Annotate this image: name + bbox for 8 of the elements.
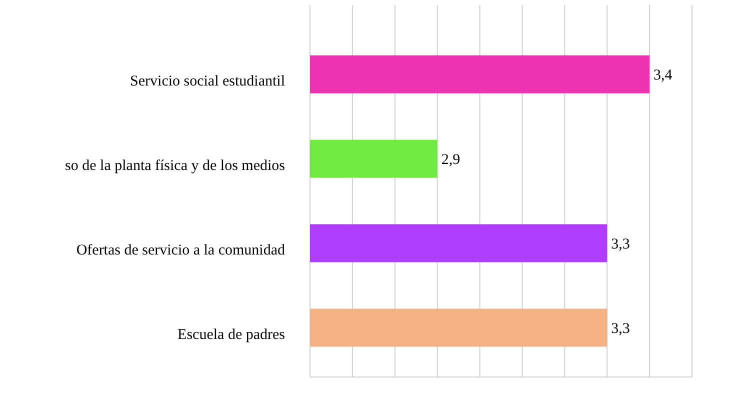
data-label: 3,4 [654, 68, 673, 84]
data-label: 3,3 [611, 236, 630, 252]
y-tick-label: Servicio social estudiantil [130, 74, 285, 90]
data-label: 3,3 [611, 320, 630, 337]
y-tick-label: Ofertas de servicio a la comunidad [76, 242, 286, 258]
data-label: 2,9 [441, 152, 460, 168]
y-tick-label: so de la planta física y de los medios [65, 158, 286, 174]
y-tick-label: Escuela de padres [178, 326, 286, 343]
